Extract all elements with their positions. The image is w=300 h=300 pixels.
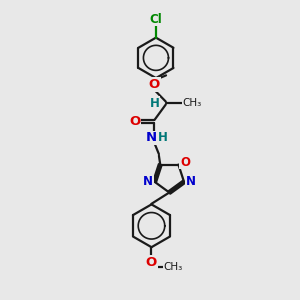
Text: O: O: [180, 156, 190, 169]
Text: Cl: Cl: [150, 13, 162, 26]
Text: N: N: [146, 131, 157, 144]
Text: CH₃: CH₃: [163, 262, 182, 272]
Text: O: O: [146, 256, 157, 269]
Text: N: N: [143, 175, 153, 188]
Text: CH₃: CH₃: [182, 98, 202, 108]
Text: N: N: [186, 175, 196, 188]
Text: O: O: [149, 78, 160, 91]
Text: H: H: [158, 131, 168, 144]
Text: O: O: [129, 115, 140, 128]
Text: H: H: [149, 97, 159, 110]
